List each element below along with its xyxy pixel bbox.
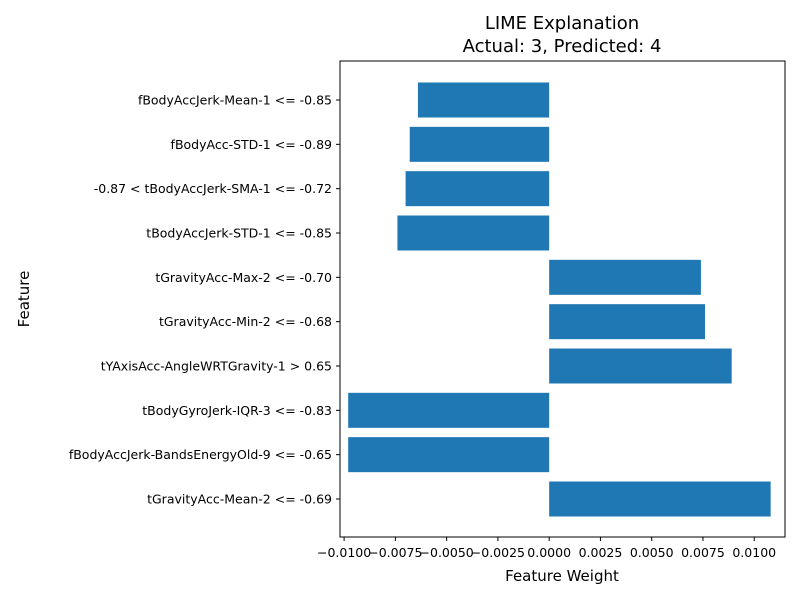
x-tick-label: 0.0050 bbox=[630, 545, 674, 560]
x-tick-label: 0.0100 bbox=[732, 545, 776, 560]
y-tick-label: -0.87 < tBodyAccJerk-SMA-1 <= -0.72 bbox=[94, 181, 332, 196]
x-tick-label: −0.0050 bbox=[420, 545, 474, 560]
x-tick-label: 0.0075 bbox=[681, 545, 725, 560]
x-axis-ticks: −0.0100−0.0075−0.0050−0.0025 0.0000 0.0025… bbox=[317, 537, 776, 560]
plot-frame bbox=[339, 60, 786, 538]
chart-title: LIME Explanation bbox=[485, 13, 639, 34]
bar-group bbox=[348, 82, 771, 517]
y-tick-label: tBodyGyroJerk-IQR-3 <= -0.83 bbox=[142, 403, 332, 418]
x-tick-label: −0.0100 bbox=[317, 545, 371, 560]
chart-subtitle: Actual: 3, Predicted: 4 bbox=[463, 36, 662, 57]
bar bbox=[549, 348, 732, 384]
bar bbox=[405, 171, 550, 207]
y-tick-label: tBodyAccJerk-STD-1 <= -0.85 bbox=[146, 226, 332, 241]
y-tick-label: fBodyAcc-STD-1 <= -0.89 bbox=[171, 137, 332, 152]
bar bbox=[549, 304, 706, 340]
y-tick-label: fBodyAccJerk-BandsEnergyOld-9 <= -0.65 bbox=[69, 447, 332, 462]
y-tick-label: fBodyAccJerk-Mean-1 <= -0.85 bbox=[138, 93, 332, 108]
bar bbox=[397, 215, 550, 251]
y-tick-label: tGravityAcc-Min-2 <= -0.68 bbox=[159, 314, 332, 329]
y-tick-label: tGravityAcc-Mean-2 <= -0.69 bbox=[147, 492, 332, 507]
bar bbox=[409, 126, 550, 162]
bar bbox=[348, 392, 550, 428]
y-tick-label: tYAxisAcc-AngleWRTGravity-1 > 0.65 bbox=[101, 359, 332, 374]
bar bbox=[549, 259, 701, 295]
x-tick-label: −0.0075 bbox=[368, 545, 422, 560]
x-tick-label: 0.0000 bbox=[527, 545, 571, 560]
x-axis-label: Feature Weight bbox=[505, 567, 619, 585]
y-axis-label: Feature bbox=[15, 271, 33, 328]
x-tick-label: 0.0025 bbox=[579, 545, 623, 560]
bar bbox=[348, 437, 550, 473]
y-axis-ticks: fBodyAccJerk-Mean-1 <= -0.85 fBodyAcc-STD… bbox=[69, 93, 340, 507]
x-tick-label: −0.0025 bbox=[471, 545, 525, 560]
bar bbox=[549, 481, 771, 517]
bar bbox=[417, 82, 550, 118]
y-tick-label: tGravityAcc-Max-2 <= -0.70 bbox=[155, 270, 332, 285]
